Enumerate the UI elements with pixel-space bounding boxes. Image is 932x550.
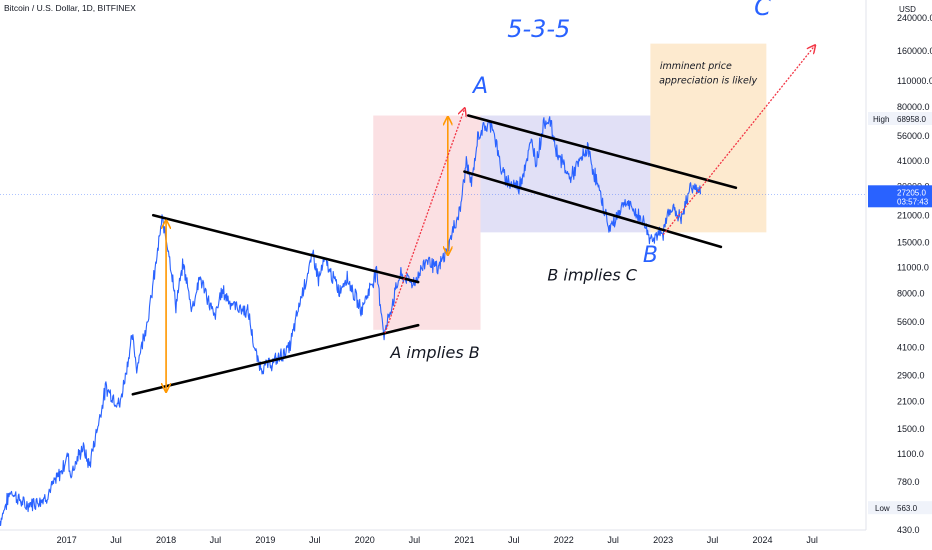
y-tick-label: 2900.0 [897,371,925,381]
y-tick-label: 430.0 [897,525,920,535]
annotation-3: C [754,0,771,21]
trendline-3 [463,170,723,249]
y-tick-label: 21000.0 [897,210,930,220]
x-axis-panel [0,530,932,550]
trendline-2 [466,114,738,190]
x-tick-label: Jul [309,535,321,545]
x-tick-label: 2017 [57,535,77,545]
zone-0 [373,115,481,330]
annotation-0: 5-3-5 [507,15,570,43]
price-line-0 [0,116,702,527]
trendline-1 [131,323,420,396]
x-tick-label: Jul [707,535,719,545]
y-axis-panel [866,0,932,550]
trendlines [131,114,738,396]
x-tick-label: 2020 [355,535,375,545]
zone-1 [480,115,651,233]
symbol-title: Bitcoin / U.S. Dollar, 1D, BITFINEX [4,3,136,13]
y-tick-label: 5600.0 [897,317,925,327]
high-badge [868,112,932,126]
x-tick-label: 2018 [156,535,176,545]
annotations: 5-3-5 A B C A implies B B implies C imminent p… [389,0,771,362]
zone-2 [650,43,767,233]
y-tick-label: 2100.0 [897,397,925,407]
x-tick-label: 2019 [255,535,275,545]
x-tick-label: 2024 [753,535,773,545]
arrows [166,46,814,391]
highlight-zones [373,43,767,330]
y-tick-label: 56000.0 [897,131,930,141]
y-tick-label: 110000.0 [897,76,932,86]
high-value: 68958.0 [897,115,926,124]
annotation-4: A implies B [389,343,479,362]
y-tick-label: 4100.0 [897,342,925,352]
y-tick-label: 1100.0 [897,449,924,459]
currency-label: USD [899,5,916,14]
x-tick-label: 2022 [554,535,574,545]
low-badge [868,501,932,515]
x-tick-label: Jul [607,535,619,545]
low-label: Low [875,504,890,513]
x-tick-label: 2023 [653,535,673,545]
current-price-value: 27205.0 [897,188,926,197]
annotation-6: imminent price [660,61,732,72]
y-tick-label: 15000.0 [897,237,930,247]
high-label: High [873,115,889,124]
y-tick-label: 11000.0 [897,263,929,273]
trendline-0 [151,213,420,284]
x-tick-label: Jul [409,535,421,545]
x-tick-label: Jul [508,535,520,545]
low-value: 563.0 [897,504,918,513]
y-tick-label: 1500.0 [897,424,925,434]
x-tick-label: Jul [806,535,818,545]
x-tick-label: 2021 [454,535,474,545]
annotation-1: A [471,74,488,99]
x-tick-label: Jul [110,535,122,545]
y-tick-label: 41000.0 [897,156,930,166]
annotation-5: B implies C [547,265,637,284]
price-series [0,116,702,527]
current-price-badge [868,185,932,208]
annotation-7: appreciation is likely [659,75,757,86]
countdown-timer: 03:57:43 [897,197,929,206]
y-tick-label: 8000.0 [897,288,925,298]
arrow-5 [662,46,814,236]
y-tick-label: 240000.0 [897,13,932,23]
y-tick-label: 780.0 [897,477,920,487]
x-tick-label: Jul [210,535,222,545]
y-tick-label: 160000.0 [897,46,932,56]
arrow-4 [384,109,464,334]
y-tick-label: 80000.0 [897,102,930,112]
annotation-2: B [643,243,658,268]
